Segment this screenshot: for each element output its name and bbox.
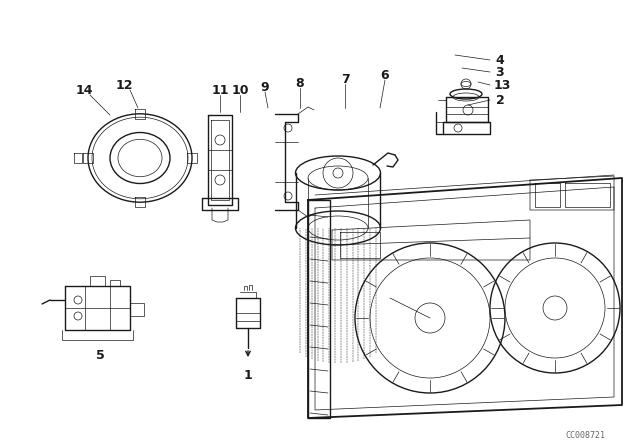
Text: 3: 3 [496, 65, 504, 78]
Text: 9: 9 [260, 81, 269, 94]
Text: 8: 8 [296, 77, 304, 90]
Text: 14: 14 [76, 83, 93, 96]
Text: 11: 11 [211, 83, 228, 96]
Text: 10: 10 [231, 83, 249, 96]
Text: 4: 4 [495, 53, 504, 66]
Text: 6: 6 [381, 69, 389, 82]
Text: 13: 13 [493, 78, 511, 91]
Text: 1: 1 [244, 369, 252, 382]
Text: 12: 12 [115, 78, 132, 91]
Text: 7: 7 [340, 73, 349, 86]
Text: 2: 2 [495, 94, 504, 107]
Text: 5: 5 [95, 349, 104, 362]
Text: CC008721: CC008721 [565, 431, 605, 439]
